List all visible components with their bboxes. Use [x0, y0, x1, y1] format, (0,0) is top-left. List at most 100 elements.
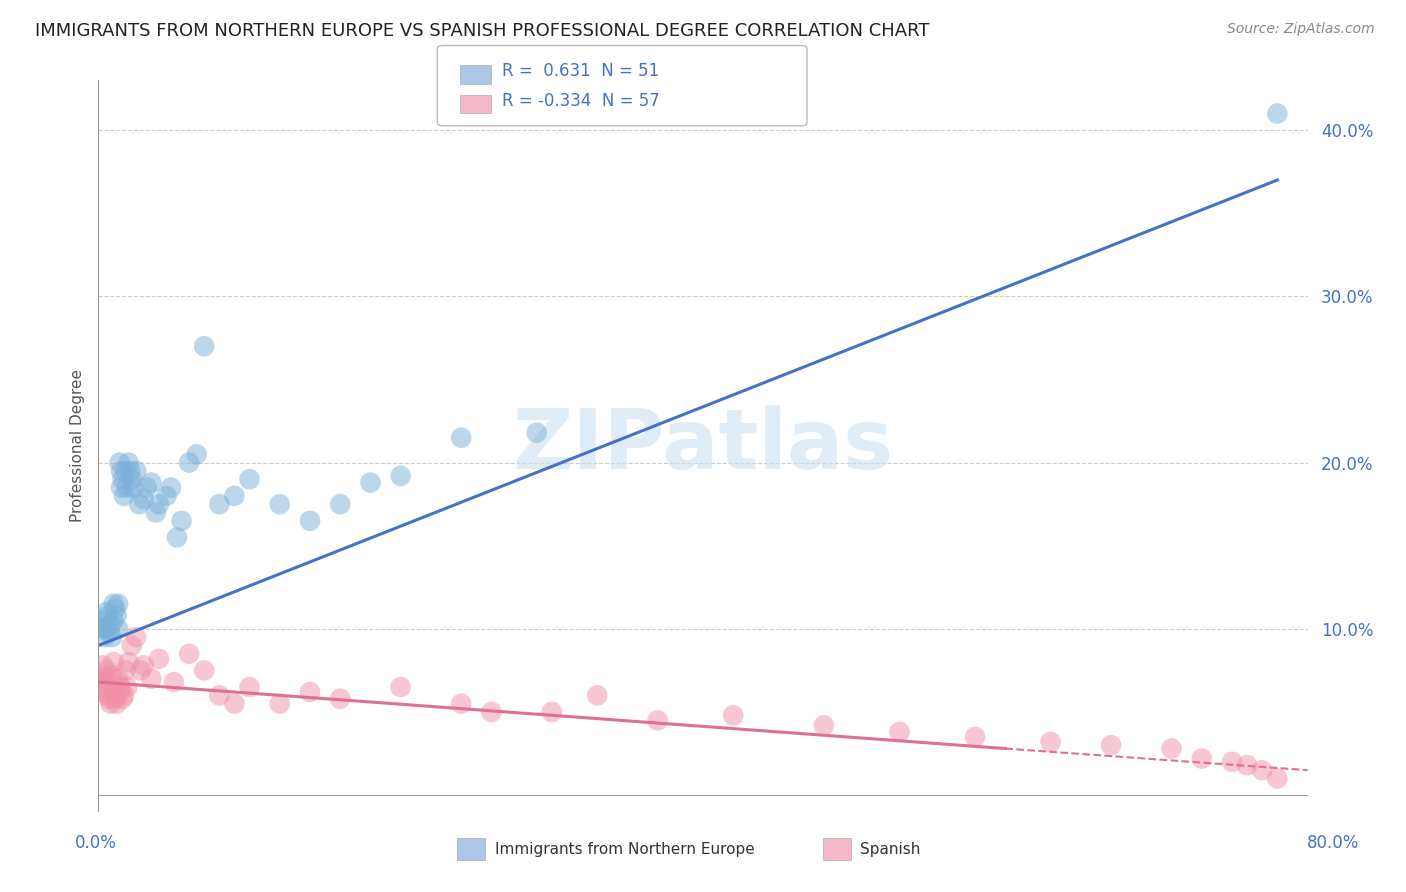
Point [120, 464, 142, 478]
Point [269, 497, 291, 511]
Point [1267, 106, 1289, 120]
Point [115, 481, 138, 495]
Point [148, 497, 170, 511]
Point [145, 506, 167, 520]
Point [104, 602, 127, 616]
Point [155, 489, 177, 503]
Point [90, 614, 112, 628]
Point [111, 472, 134, 486]
Point [118, 456, 141, 470]
Point [105, 608, 128, 623]
Point [1160, 741, 1182, 756]
Point [450, 431, 472, 445]
Point [647, 714, 669, 728]
Point [239, 472, 262, 486]
Point [125, 464, 148, 478]
Point [91, 622, 114, 636]
Point [186, 447, 208, 461]
Point [813, 718, 835, 732]
Point [101, 630, 124, 644]
Point [94, 664, 117, 678]
Y-axis label: Professional Degree: Professional Degree [69, 369, 84, 523]
Point [96, 608, 118, 623]
Point [101, 668, 124, 682]
Point [1267, 772, 1289, 786]
Point [98, 625, 121, 640]
Point [103, 597, 125, 611]
Point [114, 464, 136, 478]
Text: ZIPatlas: ZIPatlas [513, 406, 893, 486]
Point [125, 630, 148, 644]
Point [723, 708, 745, 723]
Point [1251, 763, 1274, 777]
Point [94, 622, 117, 636]
Point [108, 456, 131, 470]
Point [128, 497, 150, 511]
Point [103, 614, 125, 628]
Point [481, 705, 503, 719]
Point [107, 622, 129, 636]
Text: IMMIGRANTS FROM NORTHERN EUROPE VS SPANISH PROFESSIONAL DEGREE CORRELATION CHART: IMMIGRANTS FROM NORTHERN EUROPE VS SPANI… [35, 22, 929, 40]
Point [208, 689, 231, 703]
Point [108, 685, 131, 699]
Point [132, 658, 155, 673]
Point [100, 697, 122, 711]
Point [1236, 758, 1258, 772]
Point [208, 497, 231, 511]
Point [118, 655, 141, 669]
Point [107, 672, 129, 686]
Text: R = -0.334  N = 57: R = -0.334 N = 57 [502, 92, 659, 110]
Text: R =  0.631  N = 51: R = 0.631 N = 51 [502, 62, 659, 80]
Text: Spanish: Spanish [860, 842, 921, 856]
Point [89, 675, 111, 690]
Point [160, 481, 183, 495]
Point [110, 464, 132, 478]
Point [110, 481, 132, 495]
Point [94, 605, 117, 619]
Point [179, 647, 201, 661]
Text: 80.0%: 80.0% [1306, 834, 1360, 852]
Point [93, 672, 115, 686]
Point [540, 705, 562, 719]
Point [114, 664, 136, 678]
Point [965, 730, 987, 744]
Point [100, 618, 122, 632]
Point [179, 456, 201, 470]
Point [96, 689, 118, 703]
Point [110, 680, 132, 694]
Point [166, 530, 188, 544]
Point [121, 639, 143, 653]
Point [269, 697, 291, 711]
Point [103, 655, 125, 669]
Point [1039, 735, 1062, 749]
Point [90, 668, 112, 682]
Point [122, 481, 145, 495]
Point [91, 680, 114, 694]
Point [1191, 751, 1213, 765]
Point [98, 691, 121, 706]
Point [193, 664, 215, 678]
Point [112, 489, 135, 503]
Point [100, 675, 122, 690]
Text: Immigrants from Northern Europe: Immigrants from Northern Europe [495, 842, 755, 856]
Point [389, 469, 412, 483]
Point [299, 685, 322, 699]
Point [121, 472, 143, 486]
Point [389, 680, 412, 694]
Text: Source: ZipAtlas.com: Source: ZipAtlas.com [1227, 22, 1375, 37]
Point [1099, 738, 1122, 752]
Point [224, 489, 246, 503]
Point [105, 697, 128, 711]
Point [115, 680, 138, 694]
Point [329, 691, 352, 706]
Point [450, 697, 472, 711]
Point [104, 691, 127, 706]
Point [112, 689, 135, 703]
Point [239, 680, 262, 694]
Point [111, 691, 134, 706]
Point [132, 492, 155, 507]
Point [889, 725, 911, 739]
Point [94, 685, 117, 699]
Point [193, 339, 215, 353]
Point [299, 514, 322, 528]
